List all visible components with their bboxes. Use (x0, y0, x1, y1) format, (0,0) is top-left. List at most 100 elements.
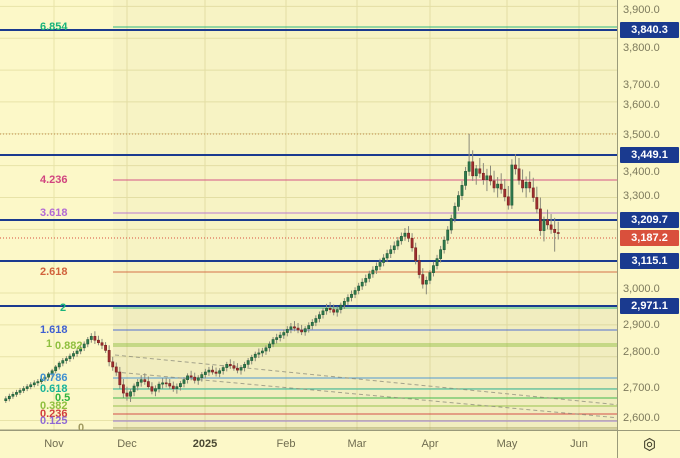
price-scale[interactable]: 3,900.0 3,800.0 3,700.0 3,600.0 3,500.0 3,400… (617, 0, 680, 430)
candle-body[interactable] (57, 362, 61, 368)
candle-body[interactable] (549, 224, 553, 230)
price-badge-last-3187[interactable]: 3,187.2 (620, 230, 679, 246)
scale-settings-button[interactable] (617, 430, 680, 458)
candle-body[interactable] (360, 281, 364, 287)
candle-body[interactable] (499, 183, 503, 190)
candle-body[interactable] (375, 265, 378, 271)
candle-body[interactable] (64, 358, 68, 361)
candle-body[interactable] (29, 384, 33, 387)
candle-body[interactable] (481, 172, 485, 180)
candle-body[interactable] (121, 384, 125, 394)
candle-body[interactable] (460, 185, 464, 196)
candle-body[interactable] (285, 329, 289, 333)
candle-body[interactable] (11, 394, 15, 397)
candle-body[interactable] (236, 367, 239, 371)
candle-body[interactable] (43, 376, 47, 380)
candle-body[interactable] (47, 373, 50, 378)
candle-body[interactable] (36, 381, 40, 384)
candle-body[interactable] (136, 381, 140, 387)
candle-body[interactable] (410, 237, 414, 249)
candle-body[interactable] (492, 180, 496, 189)
candle-body[interactable] (278, 334, 282, 338)
descending-trendline-upper[interactable] (114, 354, 621, 406)
candle-body[interactable] (118, 371, 122, 386)
candle-body[interactable] (75, 350, 79, 354)
candle-body[interactable] (157, 383, 161, 389)
candle-body[interactable] (364, 278, 368, 283)
candle-body[interactable] (339, 304, 343, 310)
candle-body[interactable] (82, 343, 86, 349)
candle-body[interactable] (86, 339, 90, 345)
candle-body[interactable] (378, 262, 382, 267)
candle-body[interactable] (139, 379, 143, 383)
candle-body[interactable] (104, 344, 107, 351)
candle-body[interactable] (407, 232, 410, 239)
candle-body[interactable] (556, 232, 560, 234)
candle-body[interactable] (200, 374, 204, 379)
candle-body[interactable] (546, 219, 549, 226)
candle-body[interactable] (154, 388, 157, 392)
price-badge-3449[interactable]: 3,449.1 (620, 147, 679, 163)
price-badge-3210[interactable]: 3,209.7 (620, 212, 679, 228)
candle-body[interactable] (40, 378, 43, 382)
candle-body[interactable] (289, 326, 293, 330)
candle-body[interactable] (243, 364, 246, 368)
candle-body[interactable] (439, 249, 443, 259)
time-scale[interactable]: Nov Dec 2025 Feb Mar Apr May Jun (0, 430, 680, 458)
candle-body[interactable] (168, 383, 172, 387)
candle-body[interactable] (371, 269, 375, 275)
candle-body[interactable] (307, 325, 311, 330)
candle-body[interactable] (396, 240, 400, 247)
candle-body[interactable] (403, 232, 407, 237)
candle-body[interactable] (211, 369, 214, 373)
candle-body[interactable] (132, 385, 136, 393)
candle-body[interactable] (22, 388, 26, 391)
candle-body[interactable] (257, 352, 261, 355)
candle-body[interactable] (68, 355, 72, 359)
candle-body[interactable] (72, 353, 75, 357)
candle-body[interactable] (321, 310, 325, 315)
candle-body[interactable] (18, 390, 22, 393)
candle-body[interactable] (250, 357, 254, 361)
candle-body[interactable] (203, 371, 207, 375)
candle-body[interactable] (246, 360, 250, 365)
candle-body[interactable] (467, 161, 471, 172)
candle-body[interactable] (382, 257, 385, 263)
candle-body[interactable] (111, 361, 115, 368)
candle-body[interactable] (428, 272, 432, 281)
candle-body[interactable] (193, 376, 197, 381)
candle-body[interactable] (385, 253, 389, 259)
candle-body[interactable] (271, 339, 275, 345)
candle-body[interactable] (496, 183, 500, 189)
candle-body[interactable] (332, 309, 336, 313)
candle-body[interactable] (421, 274, 425, 285)
candle-body[interactable] (531, 187, 535, 198)
candle-body[interactable] (89, 336, 93, 340)
candle-body[interactable] (221, 367, 225, 372)
candle-body[interactable] (350, 294, 353, 298)
candle-body[interactable] (100, 342, 104, 346)
candle-body[interactable] (129, 391, 132, 397)
candle-body[interactable] (275, 337, 279, 340)
candle-body[interactable] (282, 332, 286, 336)
candle-body[interactable] (528, 181, 532, 189)
candle-body[interactable] (535, 197, 539, 210)
candle-body[interactable] (253, 353, 257, 358)
candle-body[interactable] (417, 260, 421, 275)
candle-body[interactable] (260, 350, 264, 354)
candle-body[interactable] (232, 365, 236, 369)
candle-body[interactable] (7, 395, 11, 400)
candle-body[interactable] (328, 308, 332, 310)
candle-body[interactable] (335, 309, 339, 313)
candle-body[interactable] (214, 371, 218, 374)
candle-body[interactable] (171, 385, 175, 389)
candle-body[interactable] (524, 181, 528, 189)
candle-body[interactable] (228, 364, 232, 366)
candle-body[interactable] (342, 301, 346, 306)
candle-body[interactable] (446, 229, 450, 241)
candle-body[interactable] (207, 369, 211, 373)
candle-body[interactable] (449, 218, 453, 231)
candle-body[interactable] (61, 360, 65, 364)
candle-body[interactable] (510, 164, 514, 206)
